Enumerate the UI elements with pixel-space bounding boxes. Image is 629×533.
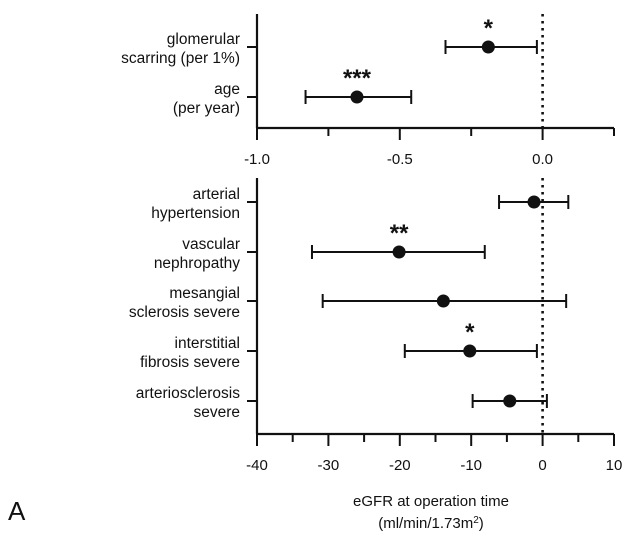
x-tick-label: 0: [538, 457, 546, 474]
estimate-point: [503, 394, 517, 408]
x-tick-label: -0.5: [387, 151, 413, 168]
row-label: arteriosclerosis severe: [136, 385, 240, 421]
row-label: mesangial sclerosis severe: [129, 285, 240, 321]
estimate-point: [436, 294, 450, 308]
row-label-line: nephropathy: [154, 255, 240, 272]
significance-marker: *: [465, 319, 475, 346]
x-axis-title-superscript: 2: [473, 515, 479, 526]
significance-marker: *: [484, 15, 494, 42]
row-label-line: fibrosis severe: [140, 354, 240, 371]
row-label-line: scarring (per 1%): [121, 50, 240, 67]
row-label: interstitial fibrosis severe: [140, 335, 240, 371]
row-label-line: (per year): [173, 100, 240, 117]
estimate-point: [481, 40, 495, 54]
x-axis-title-unit: (ml/min/1.73m: [378, 515, 473, 532]
x-axis-title-close: ): [479, 515, 484, 532]
bottom-panel: -40 -30 -20 -10 0 10 arterial hypertension vascu…: [129, 178, 622, 474]
row-label-line: hypertension: [151, 205, 240, 222]
row-label-line: severe: [193, 404, 240, 421]
panel-label: A: [8, 496, 26, 526]
x-tick-label: -1.0: [244, 151, 270, 168]
row-label-line: age: [214, 81, 240, 98]
row-label-line: sclerosis severe: [129, 304, 240, 321]
estimate-point: [463, 344, 477, 358]
row-label: vascular nephropathy: [154, 236, 240, 272]
row-label: glomerular scarring (per 1%): [121, 31, 240, 67]
x-tick-label: -20: [389, 457, 411, 474]
row-label-line: glomerular: [167, 31, 240, 48]
x-axis-title-line2: (ml/min/1.73m2): [378, 515, 484, 533]
row-label-line: mesangial: [169, 285, 240, 302]
top-panel: -1.0 -0.5 0.0 glomerular scarring (per 1%) * a…: [121, 14, 615, 168]
significance-marker: ***: [343, 65, 372, 92]
x-tick-label: -10: [460, 457, 482, 474]
row-label-line: interstitial: [175, 335, 240, 352]
row-label-line: vascular: [182, 236, 240, 253]
row-label: arterial hypertension: [151, 186, 240, 222]
x-tick-label: 0.0: [532, 151, 553, 168]
significance-marker: **: [390, 220, 409, 247]
x-axis-title-line1: eGFR at operation time: [353, 493, 509, 510]
row-label: age (per year): [173, 81, 240, 117]
row-label-line: arteriosclerosis: [136, 385, 240, 402]
estimate-point: [527, 195, 541, 209]
x-tick-label: -40: [246, 457, 268, 474]
estimate-point: [392, 245, 406, 259]
estimate-point: [350, 90, 364, 104]
x-tick-label: 10: [606, 457, 623, 474]
x-tick-label: -30: [318, 457, 340, 474]
row-label-line: arterial: [193, 186, 240, 203]
